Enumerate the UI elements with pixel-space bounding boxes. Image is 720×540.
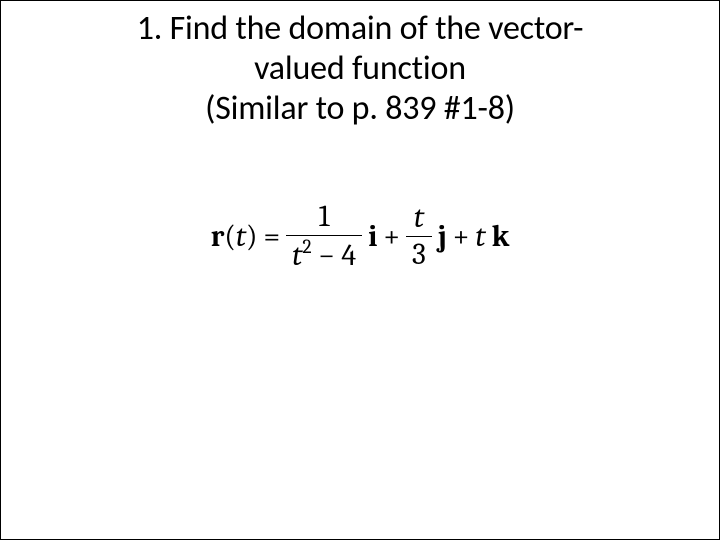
frac1-den: t2 − 4 (286, 235, 362, 272)
title-line-3: (Similar to p. 839 #1-8) (1, 89, 719, 129)
lhs-paren-open: ( (224, 219, 235, 254)
frac1-num: 1 (313, 201, 336, 235)
frac1-den-exp: 2 (302, 235, 311, 258)
plus-1: + (383, 219, 400, 254)
unit-j: j (438, 219, 447, 254)
unit-k: k (492, 219, 510, 254)
frac1-den-rest: − 4 (312, 238, 357, 273)
lhs-r: r (211, 219, 225, 254)
lhs-var: t (236, 219, 246, 254)
slide: 1. Find the domain of the vector- valued… (0, 0, 720, 540)
unit-i: i (368, 219, 377, 254)
fraction-1: 1 t2 − 4 (286, 201, 362, 271)
slide-title: 1. Find the domain of the vector- valued… (1, 9, 719, 129)
plus-2: + (453, 219, 470, 254)
frac1-den-t: t (292, 238, 302, 273)
frac2-num: t (408, 202, 430, 236)
term3-t: t (475, 219, 485, 254)
fraction-2: t 3 (406, 202, 432, 270)
equals: = (263, 219, 280, 254)
equation-inline: r(t) = 1 t2 − 4 i + t 3 j + tk (211, 201, 510, 271)
title-line-2: valued function (1, 49, 719, 89)
title-line-1: 1. Find the domain of the vector- (1, 9, 719, 49)
equation: r(t) = 1 t2 − 4 i + t 3 j + tk (1, 201, 719, 271)
frac2-den: 3 (406, 236, 432, 271)
lhs: r(t) (211, 219, 258, 254)
lhs-paren-close: ) (246, 219, 257, 254)
